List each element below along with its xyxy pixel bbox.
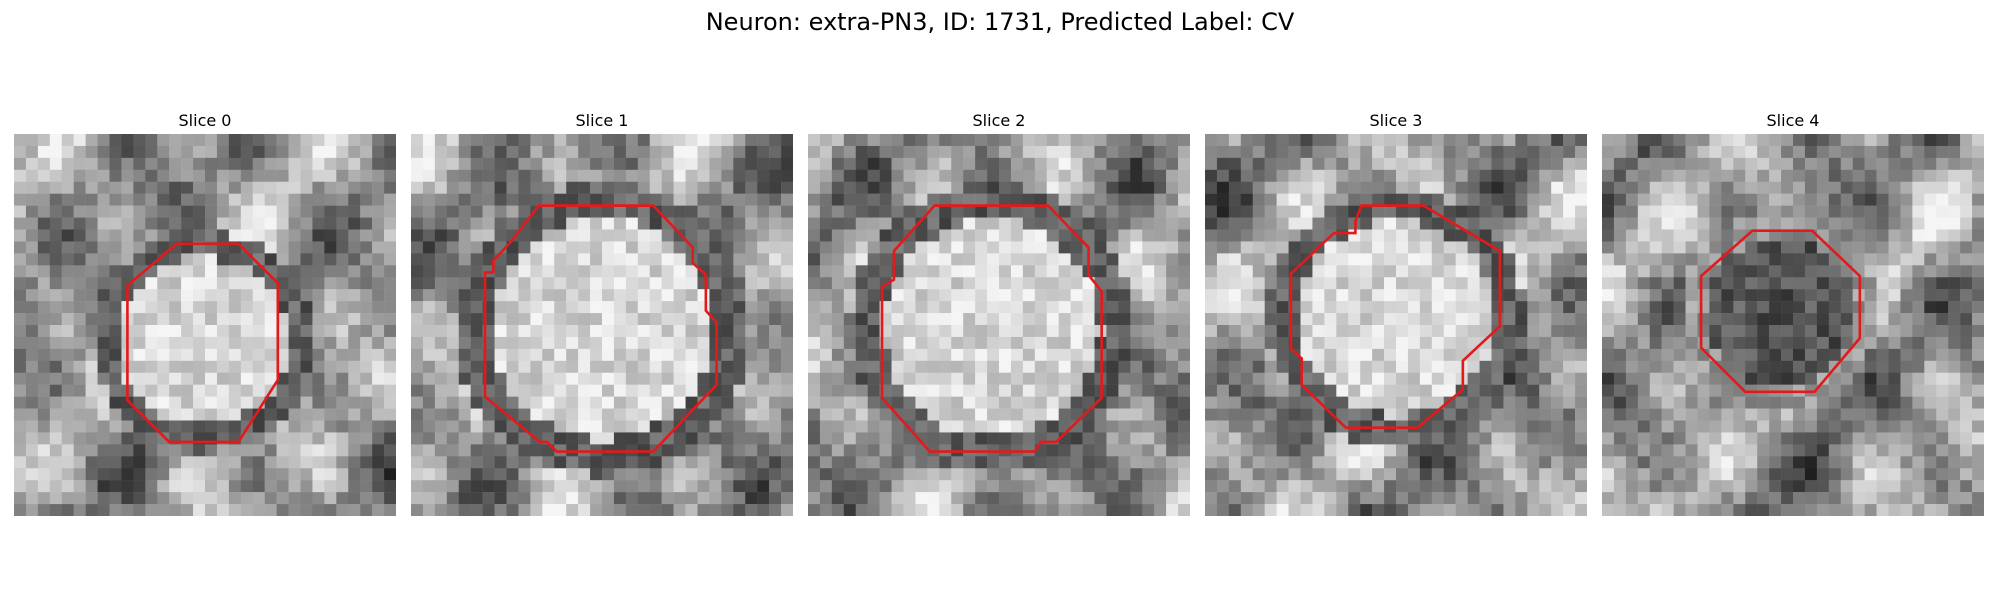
slice-image-1 [411,134,793,516]
segmentation-outline-3 [1289,204,1502,429]
segmentation-outline-2 [880,204,1103,453]
segmentation-outline-4 [1699,229,1862,394]
segmentation-outline-0 [126,242,280,444]
slice-image-2 [808,134,1190,516]
slice-title-3: Slice 3 [1369,111,1423,130]
slice-image-0 [14,134,396,516]
slice-title-0: Slice 0 [178,111,232,130]
segmentation-outline-1 [483,204,718,453]
figure-title: Neuron: extra-PN3, ID: 1731, Predicted L… [705,8,1295,36]
slice-image-3 [1205,134,1587,516]
slice-title-4: Slice 4 [1766,111,1820,130]
slice-title-1: Slice 1 [575,111,629,130]
slice-image-4 [1602,134,1984,516]
slice-panel-3: Slice 3 [1205,110,1587,516]
slice-panel-4: Slice 4 [1602,110,1984,516]
slice-panel-0: Slice 0 [14,110,396,516]
slice-panel-1: Slice 1 [411,110,793,516]
slice-panel-2: Slice 2 [808,110,1190,516]
slice-title-2: Slice 2 [972,111,1026,130]
